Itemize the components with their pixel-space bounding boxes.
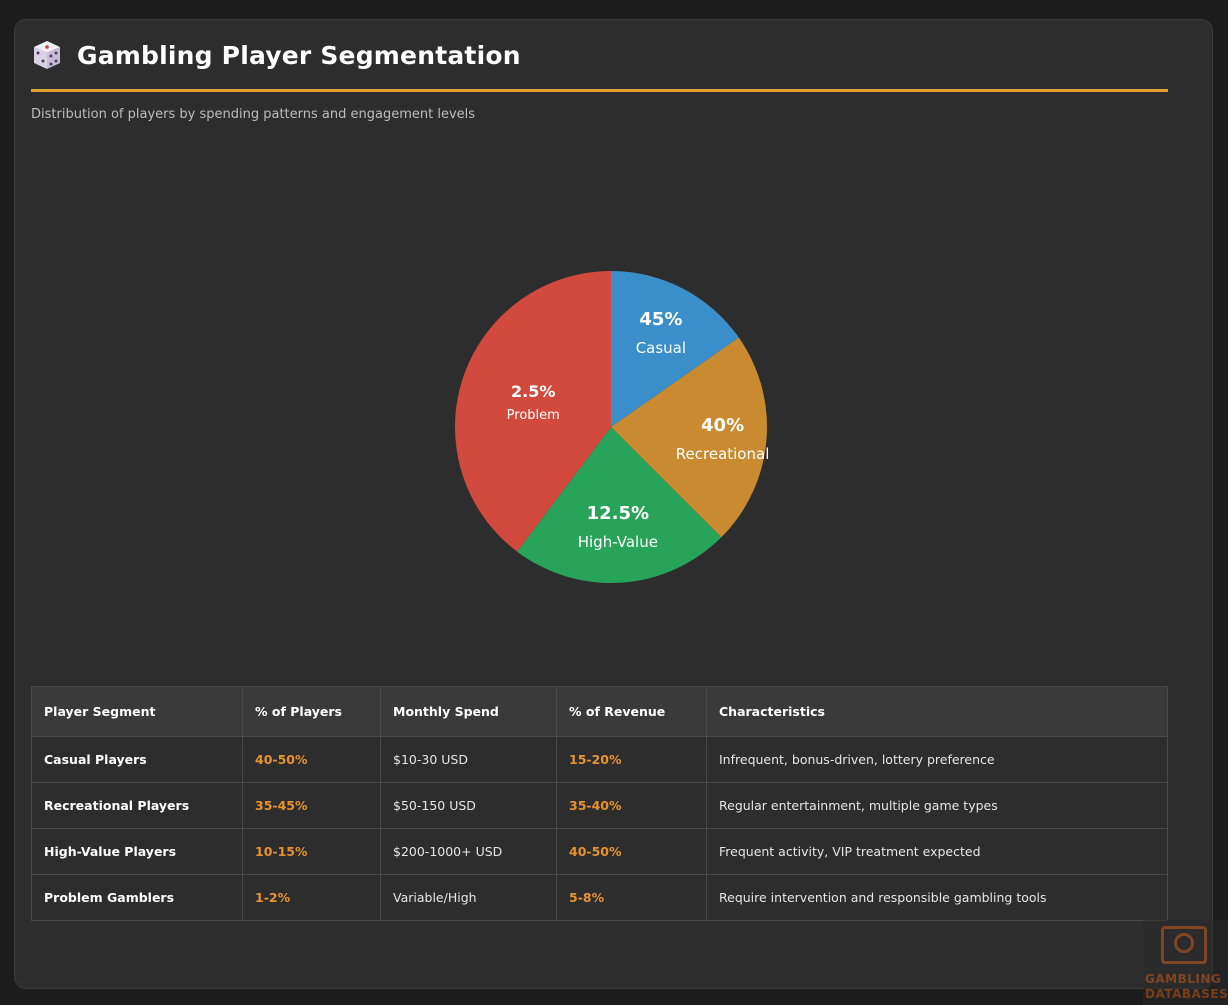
cell-monthly-spend: $200-1000+ USD [380, 828, 557, 875]
cell-monthly-spend: $50-150 USD [380, 782, 557, 829]
cell-segment: Recreational Players [31, 782, 243, 829]
cell-characteristics: Frequent activity, VIP treatment expecte… [706, 828, 1168, 875]
cell-characteristics: Require intervention and responsible gam… [706, 874, 1168, 921]
pie-slice-high-value [517, 427, 722, 583]
cell-pct-players: 1-2% [242, 874, 381, 921]
table-row: High-Value Players 10-15% $200-1000+ USD… [31, 828, 1168, 875]
cell-characteristics: Infrequent, bonus-driven, lottery prefer… [706, 736, 1168, 783]
cell-monthly-spend: Variable/High [380, 874, 557, 921]
cell-pct-revenue: 15-20% [556, 736, 707, 783]
cell-pct-revenue: 5-8% [556, 874, 707, 921]
cell-segment: Problem Gamblers [31, 874, 243, 921]
cell-segment: High-Value Players [31, 828, 243, 875]
title-divider [31, 89, 1168, 92]
pie-value-label: 40% [701, 415, 744, 436]
header-pct-players: % of Players [242, 686, 381, 737]
monitor-icon [1161, 926, 1207, 964]
page-title: Gambling Player Segmentation [77, 40, 521, 70]
title-row: Gambling Player Segmentation [31, 38, 521, 72]
pie-category-label: Problem [507, 408, 560, 423]
cell-monthly-spend: $10-30 USD [380, 736, 557, 783]
cell-pct-players: 35-45% [242, 782, 381, 829]
table-row: Problem Gamblers 1-2% Variable/High 5-8%… [31, 874, 1168, 921]
segment-table: Player Segment % of Players Monthly Spen… [31, 686, 1168, 921]
dice-icon [34, 41, 60, 69]
pie-slice-recreational [611, 337, 768, 538]
cell-pct-players: 40-50% [242, 736, 381, 783]
page-subtitle: Distribution of players by spending patt… [31, 107, 476, 122]
cell-pct-revenue: 40-50% [556, 828, 707, 875]
poker-chip-icon [1174, 933, 1194, 953]
watermark-line1: GAMBLING [1145, 972, 1222, 986]
table-row: Casual Players 40-50% $10-30 USD 15-20% … [31, 736, 1168, 783]
table-header-row: Player Segment % of Players Monthly Spen… [31, 686, 1168, 737]
pie-chart: 45% Casual 40% Recreational 12.5% High-Value 2… [455, 271, 770, 583]
header-characteristics: Characteristics [706, 686, 1168, 737]
pie-category-label: High-Value [578, 533, 658, 551]
header-pct-revenue: % of Revenue [556, 686, 707, 737]
pie-slice-problem [455, 271, 611, 552]
table-row: Recreational Players 35-45% $50-150 USD … [31, 782, 1168, 829]
cell-segment: Casual Players [31, 736, 243, 783]
pie-value-label: 45% [639, 309, 682, 330]
cell-pct-players: 10-15% [242, 828, 381, 875]
pie-category-label: Casual [636, 339, 686, 357]
cell-pct-revenue: 35-40% [556, 782, 707, 829]
pie-value-label: 12.5% [587, 503, 649, 524]
header-player-segment: Player Segment [31, 686, 243, 737]
pie-slice-casual [611, 271, 739, 427]
cell-characteristics: Regular entertainment, multiple game typ… [706, 782, 1168, 829]
watermark-line2: DATABASES [1145, 987, 1228, 1001]
pie-value-label: 2.5% [511, 382, 555, 401]
watermark-logo: GAMBLING DATABASES [1143, 920, 1228, 1005]
header-monthly-spend: Monthly Spend [380, 686, 557, 737]
pie-category-label: Recreational [676, 445, 770, 463]
